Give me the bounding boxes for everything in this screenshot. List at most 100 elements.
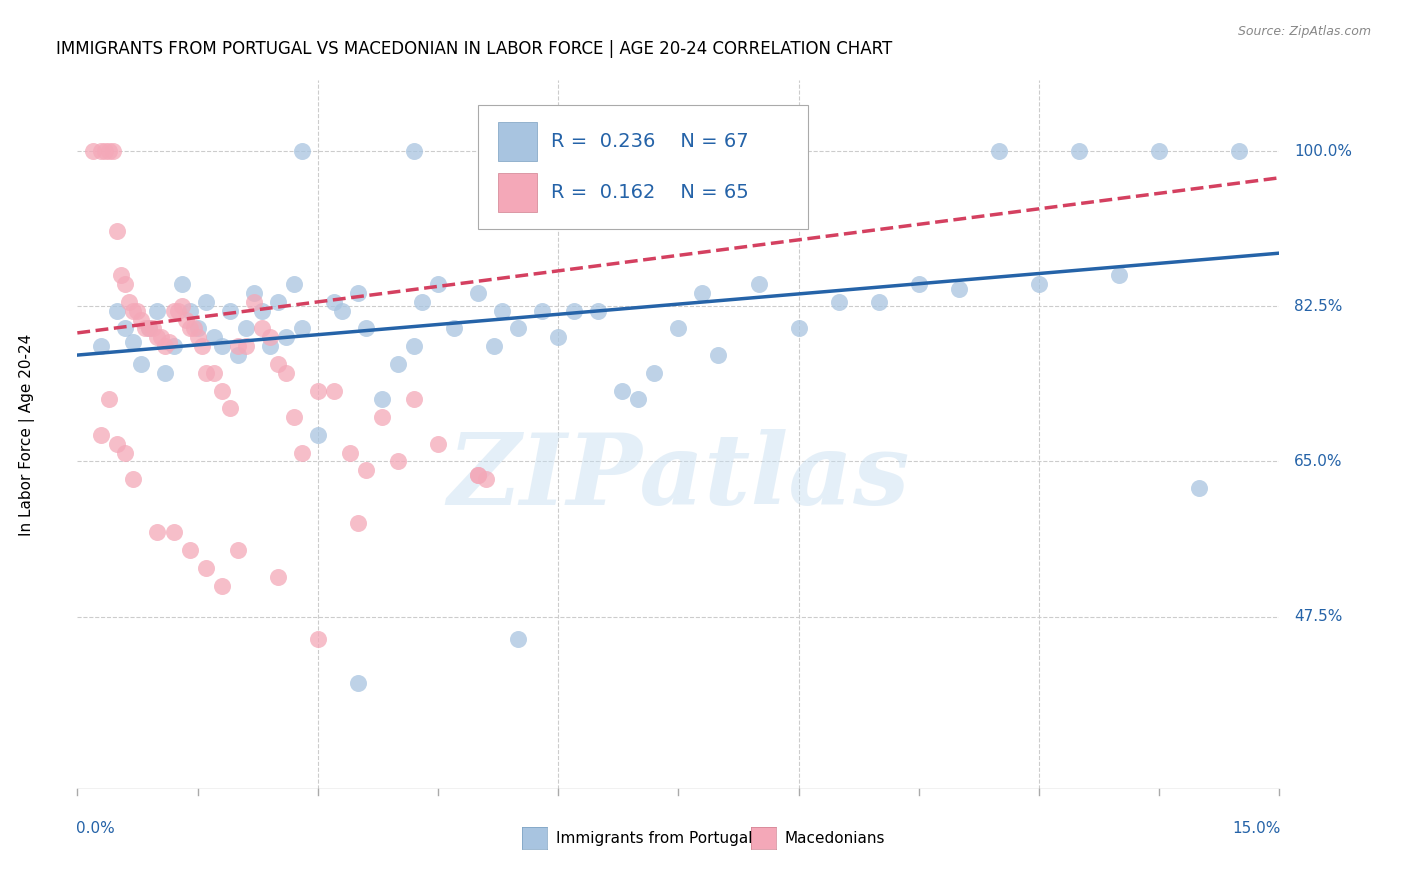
Point [267,570,290,584]
Text: 82.5%: 82.5% [1294,299,1343,314]
Point [259,330,281,344]
Point [1149,144,1171,159]
Point [226,543,249,558]
Point [138,321,160,335]
Point [283,277,305,292]
Point [339,445,361,459]
Text: R =  0.162    N = 65: R = 0.162 N = 65 [551,184,749,202]
Point [110,268,132,283]
Point [179,321,201,335]
Point [402,339,425,353]
Point [202,366,225,380]
Point [427,436,450,450]
Point [162,525,184,540]
Point [346,516,368,531]
Point [146,330,169,344]
Point [174,312,197,326]
Point [443,321,465,335]
Point [267,357,290,371]
Point [114,321,136,335]
Point [170,299,193,313]
Point [114,445,136,459]
Point [226,348,249,362]
Point [118,294,141,309]
Point [322,384,344,398]
Point [1188,481,1211,495]
Point [250,303,273,318]
Point [162,303,184,318]
Point [155,366,177,380]
Point [1028,277,1050,292]
Text: 47.5%: 47.5% [1294,609,1343,624]
Point [627,392,650,407]
Point [1229,144,1251,159]
Point [307,632,329,646]
Point [131,312,153,326]
Point [322,294,344,309]
Point [107,224,129,238]
Point [211,578,233,592]
Point [707,348,730,362]
Point [868,294,890,309]
Point [235,339,257,353]
Point [988,144,1011,159]
Point [908,277,931,292]
Point [179,543,201,558]
Text: R =  0.236    N = 67: R = 0.236 N = 67 [551,132,748,151]
Text: In Labor Force | Age 20-24: In Labor Force | Age 20-24 [18,334,35,536]
Point [250,321,273,335]
Point [482,339,505,353]
Point [402,392,425,407]
Point [547,330,569,344]
Point [612,384,634,398]
Point [194,366,217,380]
Point [291,144,314,159]
Point [194,294,217,309]
Point [226,339,249,353]
Point [283,410,305,425]
Point [467,467,489,482]
Text: 65.0%: 65.0% [1294,454,1343,469]
Point [90,144,112,159]
Point [1108,268,1130,283]
Point [114,277,136,292]
Point [186,321,209,335]
Point [387,454,409,468]
Point [475,472,498,486]
Point [142,321,165,335]
Point [402,144,425,159]
Point [668,321,690,335]
Point [138,321,160,335]
Point [94,144,117,159]
Point [218,401,240,416]
Point [259,339,281,353]
Point [90,339,112,353]
Point [90,428,112,442]
Point [122,472,145,486]
Point [274,366,297,380]
Point [211,339,233,353]
Point [692,285,714,300]
Point [291,321,314,335]
Point [346,676,368,690]
Point [122,303,145,318]
Point [107,303,129,318]
Point [508,632,530,646]
Point [371,392,394,407]
Point [146,303,169,318]
Point [162,339,184,353]
Point [235,321,257,335]
Point [354,321,377,335]
Text: 100.0%: 100.0% [1294,144,1353,159]
Point [211,384,233,398]
Point [146,525,169,540]
Point [562,303,585,318]
Point [107,436,129,450]
Point [122,334,145,349]
Point [170,277,193,292]
Point [643,366,665,380]
Point [787,321,810,335]
Text: 0.0%: 0.0% [76,822,115,837]
Point [242,285,264,300]
Point [346,285,368,300]
